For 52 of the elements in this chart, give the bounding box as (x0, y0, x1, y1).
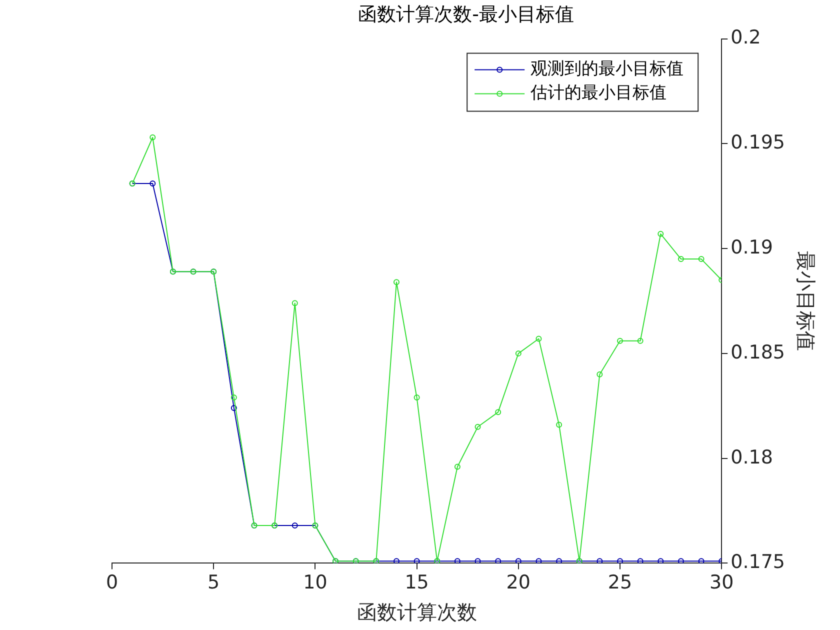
point (393, 558, 400, 564)
x-tick-label: 5 (208, 572, 220, 594)
point (495, 409, 502, 416)
point (150, 180, 156, 187)
point (637, 338, 644, 344)
y-tick-label: 0.185 (730, 341, 786, 364)
point (596, 371, 603, 378)
y-tick-label: 0.18 (730, 446, 773, 468)
y-tick-label: 0.2 (730, 26, 761, 49)
x-tick-label: 10 (303, 572, 328, 594)
point (230, 394, 237, 400)
point (292, 522, 298, 528)
x-tick-label: 25 (608, 572, 632, 594)
y-tick-label: 0.195 (730, 132, 786, 154)
x-tick-label: 30 (710, 572, 734, 594)
point (230, 404, 237, 411)
chart-title: 函数计算次数-最小目标值 (358, 3, 574, 26)
point (150, 134, 156, 140)
legend-label: 观测到的最小目标值 (530, 59, 684, 80)
y-axis-title: 最小目标值 (794, 251, 818, 351)
point (658, 558, 664, 564)
point (414, 394, 420, 400)
legend-label: 估计的最小目标值 (530, 83, 667, 104)
point (556, 422, 562, 428)
point (454, 558, 460, 564)
point (515, 558, 522, 564)
x-axis-title: 函数计算次数 (356, 600, 477, 624)
point (617, 338, 624, 344)
point (454, 464, 460, 470)
point (292, 300, 298, 306)
point (556, 558, 562, 564)
x-tick-label: 20 (506, 572, 530, 594)
point (393, 279, 400, 286)
point (617, 558, 624, 564)
point (414, 558, 420, 564)
point (678, 256, 684, 262)
point (658, 230, 664, 237)
point (474, 424, 481, 430)
point (536, 336, 542, 342)
point (474, 558, 481, 564)
point (536, 558, 542, 564)
y-tick-label: 0.19 (730, 236, 773, 258)
point (637, 558, 644, 564)
point (678, 558, 684, 564)
point (596, 558, 603, 564)
x-tick-label: 0 (106, 572, 118, 594)
x-tick-label: 15 (404, 572, 429, 594)
point (515, 350, 522, 356)
point (698, 256, 704, 262)
point (495, 558, 502, 564)
point (698, 558, 704, 564)
y-tick-label: 0.175 (730, 551, 786, 574)
